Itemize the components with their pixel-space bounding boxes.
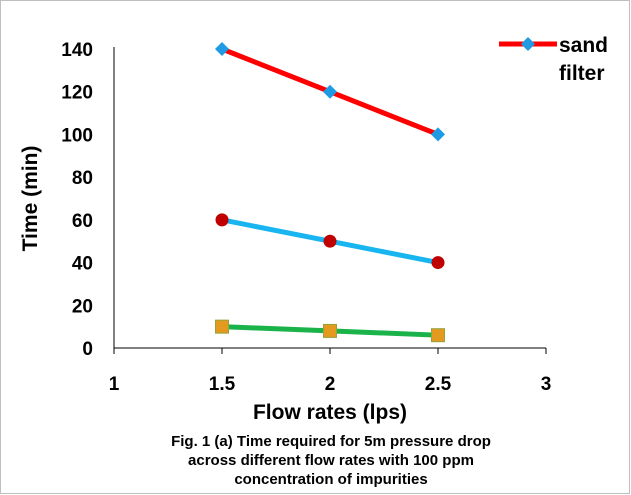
series-1-point (431, 127, 445, 142)
series-3-point (215, 319, 229, 334)
y-tick-label: 60 (72, 211, 93, 232)
x-tick-label: 3 (541, 374, 552, 395)
series-2-point (323, 234, 337, 248)
figure-caption: Fig. 1 (a) Time required for 5m pressure… (81, 432, 581, 489)
x-tick-label: 1.5 (209, 374, 236, 395)
legend-diamond-marker (521, 37, 535, 51)
y-axis-label: Time (min) (19, 146, 42, 252)
y-tick-label: 20 (72, 296, 93, 317)
x-tick-marks (113, 348, 547, 354)
series-2 (215, 213, 445, 270)
series-layer (215, 42, 445, 343)
caption-line-2: across different flow rates with 100 ppm (188, 452, 474, 469)
legend: sand filter (499, 34, 608, 85)
x-tick-labels: 1 1.5 2 2.5 3 (109, 374, 552, 395)
y-tick-labels: 0 20 40 60 80 100 120 140 (61, 40, 93, 360)
series-1-point (215, 42, 229, 56)
line-chart: 1 1.5 2 2.5 3 0 20 40 60 80 100 120 140 Flow rates … (19, 34, 608, 424)
series-1 (215, 42, 445, 142)
x-tick-label: 2 (325, 374, 336, 395)
y-tick-label: 0 (82, 339, 93, 360)
series-3-point (323, 323, 337, 338)
y-tick-label: 120 (61, 83, 93, 104)
legend-label-line-2: filter (559, 62, 605, 85)
caption-line-3: concentration of impurities (234, 471, 428, 488)
series-2-point (215, 213, 229, 227)
x-tick-label: 2.5 (425, 374, 452, 395)
y-tick-label: 100 (61, 125, 93, 146)
caption-line-1: Fig. 1 (a) Time required for 5m pressure… (171, 433, 491, 450)
series-1-point (323, 84, 337, 99)
y-tick-label: 40 (72, 254, 93, 275)
x-axis-label: Flow rates (lps) (253, 401, 407, 424)
legend-label-line-1: sand (559, 34, 608, 57)
series-2-point (431, 256, 445, 270)
y-tick-label: 80 (72, 168, 93, 189)
series-3 (215, 319, 445, 343)
x-tick-label: 1 (109, 374, 120, 395)
y-tick-label: 140 (61, 40, 93, 61)
series-3-point (431, 328, 445, 343)
